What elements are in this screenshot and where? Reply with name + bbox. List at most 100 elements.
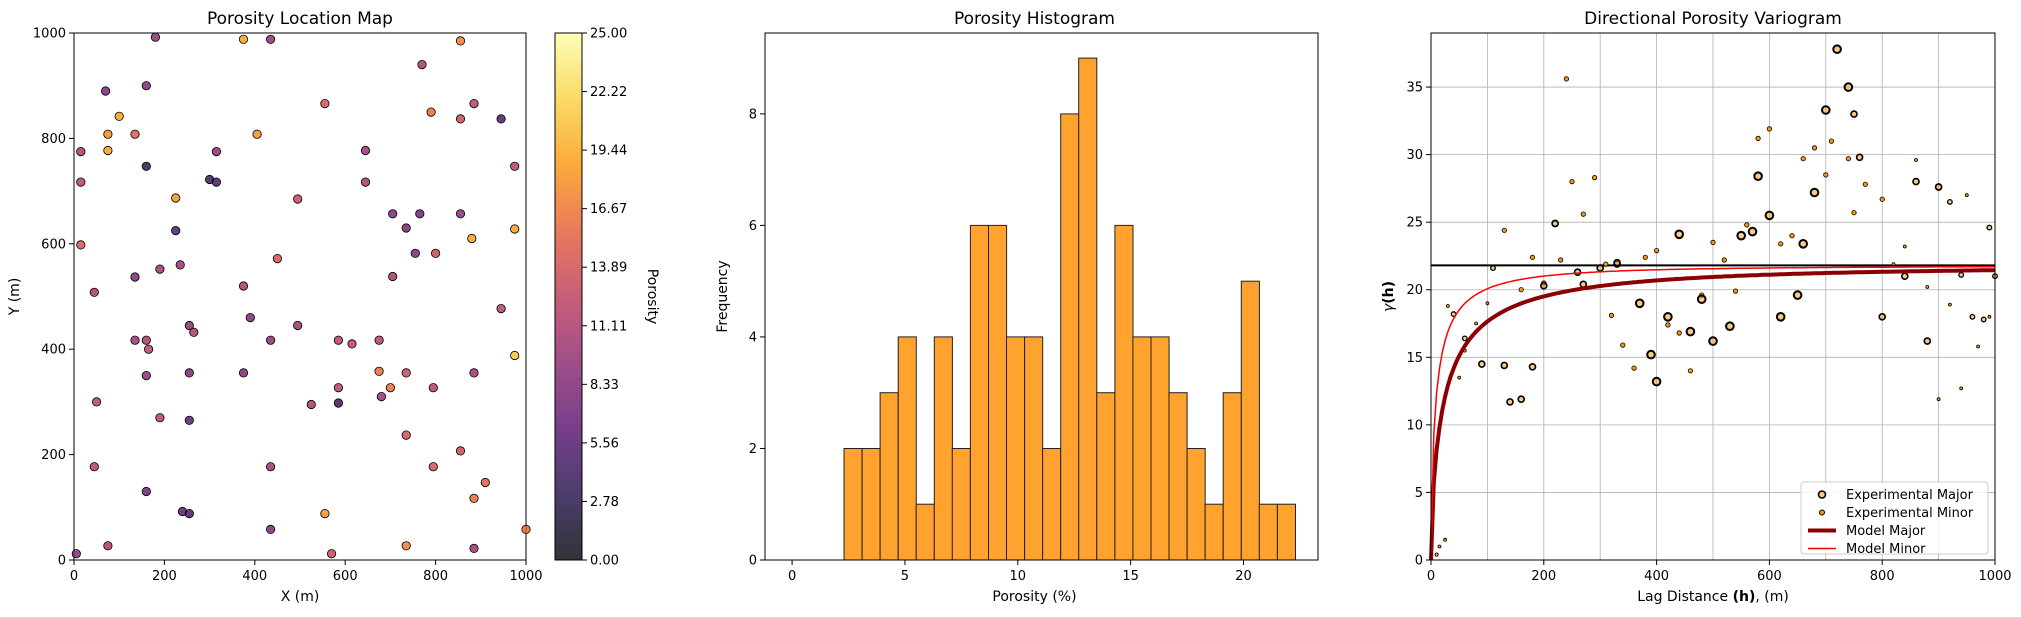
porosity-point bbox=[245, 312, 255, 323]
x-tick-label: 1000 bbox=[1978, 569, 2011, 584]
experimental-major-point bbox=[1736, 230, 1746, 241]
x-tick-label: 200 bbox=[152, 569, 177, 584]
porosity-point bbox=[184, 320, 194, 331]
experimental-major-point bbox=[1517, 395, 1526, 404]
experimental-minor-point bbox=[1964, 193, 1969, 198]
experimental-minor-points bbox=[1437, 76, 1992, 549]
porosity-point bbox=[265, 34, 276, 44]
porosity-point bbox=[101, 86, 111, 96]
y-tick-label: 0 bbox=[1415, 554, 1423, 569]
y-tick-label: 400 bbox=[41, 343, 66, 358]
experimental-minor-point bbox=[1654, 248, 1660, 254]
experimental-major-point bbox=[1850, 110, 1858, 118]
y-tick-label: 800 bbox=[41, 132, 66, 147]
histogram-bar bbox=[861, 448, 881, 561]
histogram-bar bbox=[969, 224, 990, 561]
colorbar-tick-label: 19.44 bbox=[590, 144, 627, 159]
experimental-minor-point bbox=[1529, 254, 1536, 260]
porosity-point bbox=[480, 477, 490, 488]
porosity-point bbox=[374, 366, 384, 376]
porosity-point bbox=[496, 303, 506, 314]
porosity-point bbox=[417, 59, 427, 70]
porosity-point bbox=[89, 287, 99, 297]
x-tick-label: 0 bbox=[70, 569, 78, 584]
histogram-bar bbox=[1204, 503, 1224, 561]
porosity-point bbox=[76, 177, 86, 187]
porosity-point bbox=[155, 264, 165, 274]
experimental-major-point bbox=[1725, 321, 1735, 332]
porosity-point bbox=[103, 541, 113, 551]
porosity-point bbox=[401, 430, 411, 440]
porosity-point bbox=[401, 368, 411, 378]
porosity-point bbox=[211, 147, 221, 157]
experimental-major-point bbox=[1674, 229, 1684, 240]
experimental-minor-point bbox=[1733, 288, 1739, 294]
location-map-panel: Porosity Location Map 0 200 400 600 800 1000 … bbox=[7, 9, 660, 605]
colorbar-tick-label: 25.00 bbox=[590, 27, 627, 42]
colorbar-tick-label: 0.00 bbox=[590, 554, 619, 569]
experimental-minor-point bbox=[1845, 156, 1852, 162]
x-tick-label: 15 bbox=[1122, 569, 1139, 584]
porosity-point bbox=[171, 226, 181, 236]
porosity-point bbox=[388, 209, 398, 219]
porosity-point bbox=[130, 272, 140, 282]
porosity-point bbox=[426, 107, 436, 117]
experimental-minor-point bbox=[1474, 321, 1478, 326]
porosity-point bbox=[130, 335, 140, 345]
histogram-bar bbox=[915, 503, 935, 561]
y-tick-label: 600 bbox=[41, 237, 66, 252]
porosity-point bbox=[114, 111, 124, 121]
porosity-point bbox=[333, 335, 343, 345]
histogram-x-ticks: 0 5 10 15 20 bbox=[788, 560, 1252, 584]
x-tick-label: 20 bbox=[1235, 569, 1252, 584]
experimental-major-point bbox=[1832, 44, 1842, 55]
porosity-point bbox=[376, 391, 386, 402]
experimental-minor-point bbox=[1891, 262, 1896, 267]
porosity-point bbox=[496, 114, 506, 124]
porosity-point bbox=[71, 549, 81, 559]
experimental-major-point bbox=[1461, 335, 1468, 342]
experimental-major-point bbox=[1792, 290, 1803, 300]
experimental-minor-point bbox=[1501, 227, 1507, 233]
experimental-minor-point bbox=[1642, 254, 1648, 260]
histogram-bar bbox=[897, 336, 917, 561]
experimental-major-point bbox=[1747, 226, 1758, 237]
y-tick-label: 5 bbox=[1415, 486, 1423, 501]
porosity-point bbox=[428, 383, 438, 393]
x-tick-label: 1000 bbox=[509, 569, 542, 584]
experimental-minor-point bbox=[1778, 241, 1784, 247]
experimental-major-point bbox=[1798, 239, 1808, 249]
experimental-major-point bbox=[1708, 336, 1718, 346]
location-map-plot-area bbox=[73, 32, 527, 561]
experimental-major-point bbox=[1946, 198, 1953, 205]
porosity-point bbox=[184, 368, 194, 378]
y-tick-label: 2 bbox=[749, 442, 757, 457]
legend-label-model-minor: Model Minor bbox=[1846, 542, 1926, 557]
porosity-point bbox=[410, 248, 420, 258]
experimental-minor-point bbox=[1620, 342, 1626, 348]
porosity-point bbox=[141, 335, 151, 345]
porosity-point bbox=[76, 240, 86, 250]
porosity-point bbox=[510, 161, 520, 171]
porosity-point bbox=[360, 177, 371, 187]
experimental-minor-point bbox=[1862, 181, 1868, 187]
experimental-minor-point bbox=[1558, 257, 1564, 263]
experimental-major-point bbox=[1809, 187, 1820, 198]
histogram-bar bbox=[1240, 280, 1260, 561]
porosity-point bbox=[175, 260, 185, 270]
porosity-point bbox=[272, 254, 282, 264]
porosity-point bbox=[184, 508, 194, 519]
experimental-minor-point bbox=[1959, 386, 1964, 391]
y-tick-label: 10 bbox=[1406, 418, 1423, 433]
histogram-bar bbox=[1150, 336, 1170, 561]
experimental-minor-point bbox=[1569, 179, 1575, 185]
experimental-major-point bbox=[1685, 326, 1696, 337]
experimental-major-point bbox=[1855, 153, 1864, 162]
porosity-point bbox=[89, 462, 99, 472]
porosity-point bbox=[141, 81, 151, 91]
experimental-major-point bbox=[1753, 171, 1763, 181]
porosity-point bbox=[333, 398, 343, 408]
porosity-point bbox=[469, 99, 479, 109]
porosity-point bbox=[455, 446, 466, 456]
porosity-point bbox=[211, 177, 221, 187]
